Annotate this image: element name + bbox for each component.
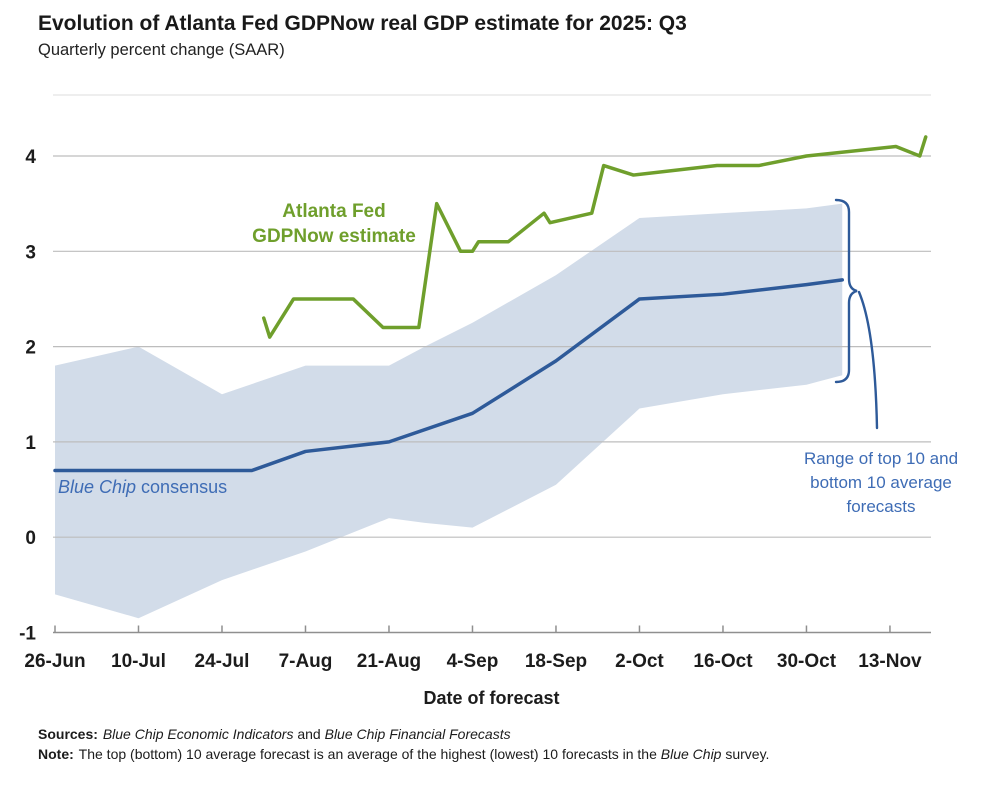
note-label: Note: bbox=[38, 746, 74, 762]
sources-line: Sources: Blue Chip Economic Indicators an… bbox=[38, 726, 511, 742]
range-pointer-line bbox=[857, 290, 879, 430]
range-annotation-label: Range of top 10 and bottom 10 average fo… bbox=[785, 447, 977, 519]
x-tick-label: 10-Jul bbox=[111, 651, 166, 672]
note-italic: Blue Chip bbox=[660, 746, 722, 762]
bluechip-series-label-rest: consensus bbox=[136, 477, 228, 497]
gdpnow-series-label-line1: Atlanta Fed bbox=[282, 201, 386, 222]
x-tick-label: 18-Sep bbox=[525, 651, 587, 672]
chart-subtitle: Quarterly percent change (SAAR) bbox=[38, 41, 285, 59]
y-tick-label: 3 bbox=[25, 242, 36, 263]
x-tick-label: 4-Sep bbox=[447, 651, 499, 672]
bluechip-consensus-line bbox=[53, 278, 844, 473]
range-annotation-line2: bottom 10 average bbox=[810, 473, 952, 493]
sources-label: Sources: bbox=[38, 726, 98, 742]
gdpnow-series-label-line2: GDPNow estimate bbox=[252, 226, 416, 248]
note-text-pre: The top (bottom) 10 average forecast is … bbox=[78, 746, 661, 762]
range-annotation-line1: Range of top 10 and bbox=[803, 449, 959, 468]
x-tick-label: 24-Jul bbox=[195, 651, 250, 672]
x-tick-label: 2-Oct bbox=[615, 651, 664, 672]
note-line: Note: The top (bottom) 10 average forecas… bbox=[38, 746, 769, 762]
gdpnow-series-label: Atlanta Fed GDPNow estimate bbox=[224, 199, 444, 249]
x-tick-label: 13-Nov bbox=[858, 651, 922, 672]
forecast-range-band bbox=[55, 203, 843, 619]
bluechip-series-label: Blue Chip consensus bbox=[58, 477, 227, 498]
y-tick-label: -1 bbox=[19, 624, 36, 645]
range-annotation-line3: forecasts bbox=[846, 497, 916, 517]
x-tick-label: 30-Oct bbox=[777, 651, 837, 672]
gdpnow-line bbox=[261, 135, 928, 339]
y-tick-label: 1 bbox=[25, 433, 36, 454]
note-text-post: survey. bbox=[721, 746, 770, 762]
x-tick-label: 21-Aug bbox=[357, 651, 421, 672]
x-tick-label: 26-Jun bbox=[24, 651, 85, 672]
x-axis-title: Date of forecast bbox=[423, 688, 560, 708]
y-tick-label: 0 bbox=[25, 528, 36, 549]
range-brace bbox=[834, 198, 858, 384]
sources-italic-2: Blue Chip Financial Forecasts bbox=[324, 726, 511, 742]
sources-and: and bbox=[293, 726, 325, 742]
x-tick-label: 16-Oct bbox=[693, 651, 753, 672]
y-tick-label: 2 bbox=[25, 338, 36, 359]
bluechip-series-label-italic: Blue Chip bbox=[58, 477, 137, 497]
sources-italic-1: Blue Chip Economic Indicators bbox=[102, 726, 294, 742]
x-tick-label: 7-Aug bbox=[279, 651, 333, 672]
y-tick-label: 4 bbox=[25, 147, 36, 168]
chart-title: Evolution of Atlanta Fed GDPNow real GDP… bbox=[38, 12, 687, 35]
